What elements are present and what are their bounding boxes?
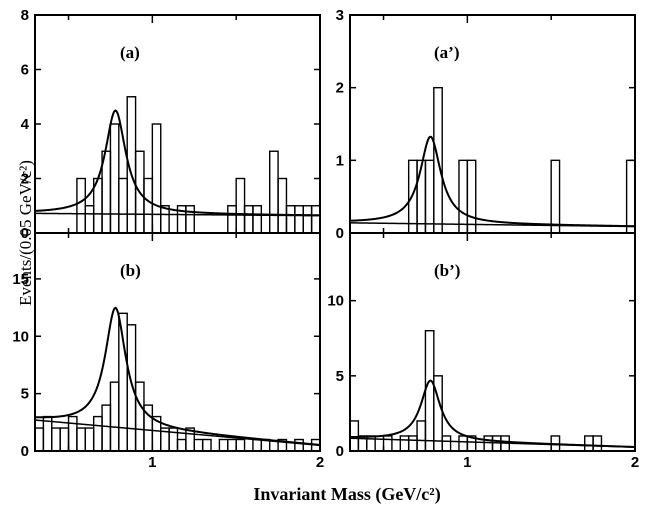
histogram-bar [59,427,70,452]
histogram-bar [84,205,95,234]
histogram-bar [294,205,304,234]
histogram-bar [416,420,427,452]
total-fit-curve [34,306,321,446]
histogram-bar [84,427,95,452]
histogram-bar [458,435,469,452]
histogram-bar [227,205,237,234]
y-tick-label: 8 [21,7,29,24]
histogram-bar [76,427,86,452]
histogram-bar [407,435,418,452]
histogram-bar [109,381,120,452]
histogram-bar [252,438,263,452]
total-fit-curve [349,135,636,228]
histogram-bar [399,435,410,452]
histogram-bar [143,177,154,234]
panel-b-prime: 0 5 10 1 2 (b’) [327,232,639,471]
panel-label: (b) [120,261,141,280]
y-tick-label: 0 [21,443,29,460]
histogram-bar [302,205,313,234]
y-tick-label: 5 [21,386,29,403]
panel-frame [34,14,321,234]
histogram-bar [458,159,469,234]
histogram-bar [294,438,304,452]
panel-frame [349,232,636,452]
histogram-bar [483,435,494,452]
histogram-bar [227,438,237,452]
histogram-bar [151,123,162,234]
histogram-bar [118,177,128,234]
histogram-bar [625,159,636,234]
y-tick-label: 0 [336,443,344,460]
y-axis-title: Events/(0.05 GeV/c²) [16,160,35,306]
histogram-bar [176,438,187,452]
histogram-bar [252,205,263,234]
histogram-bar [285,205,296,234]
y-tick-label: 2 [336,80,344,97]
y-tick-label: 4 [21,116,30,133]
histogram-bar [185,205,195,234]
histogram-bar [550,159,561,234]
histogram-bar [126,324,137,452]
panel-frame [34,232,321,452]
histogram-bar [277,177,288,234]
histogram-bar [466,159,477,234]
histogram-bar [269,150,279,234]
histogram-bar [441,435,452,452]
histogram-bar [592,435,603,452]
panel-label: (b’) [434,261,460,280]
histogram-bar [310,205,321,234]
y-tick-label: 10 [12,328,29,345]
histogram-bar [424,330,435,452]
histogram-bar [34,427,45,452]
y-tick-label: 6 [21,62,29,79]
y-tick-label: 1 [336,152,344,169]
histogram-bar [134,381,145,452]
histogram-bar [407,159,418,234]
histogram-bar [235,177,246,234]
histogram-bar [382,435,393,452]
y-tick-label: 2 [21,171,29,188]
histogram-bar [67,415,78,452]
histogram-bar [201,438,212,452]
y-tick-label: 0 [21,225,29,242]
histogram-bar [424,159,435,234]
histogram-bar [109,123,120,234]
y-tick-label: 10 [327,293,344,310]
histogram-bar [101,404,112,452]
panel-a: 0 2 4 6 8 (a) [21,7,321,242]
y-tick-label: 0 [336,225,344,242]
panel-label: (a) [120,43,140,62]
y-tick-label: 15 [12,271,29,288]
x-axis-title: Invariant Mass (GeV/c²) [253,484,440,505]
panel-b: 0 5 10 15 1 2 (b) [12,232,324,471]
y-tick-label: 5 [336,368,344,385]
panel-a-prime: 0 1 2 3 (a’) [336,7,636,242]
y-tick-label: 3 [336,7,344,24]
total-fit-curve [350,379,636,448]
histogram-bar [193,438,204,452]
histogram-bar [584,435,594,452]
histogram-bar [235,438,246,452]
histogram-bar [243,205,254,234]
total-fit-curve [34,109,321,217]
x-tick-label: 1 [148,454,156,471]
panel-frame [349,14,636,234]
histogram-bar [92,415,103,452]
panel-label: (a’) [434,43,459,62]
histogram-bar [218,438,229,452]
x-tick-label: 2 [631,454,639,471]
x-tick-label: 1 [463,454,471,471]
histogram-bar [51,427,61,452]
histogram-bar [76,177,86,234]
x-tick-label: 2 [316,454,324,471]
